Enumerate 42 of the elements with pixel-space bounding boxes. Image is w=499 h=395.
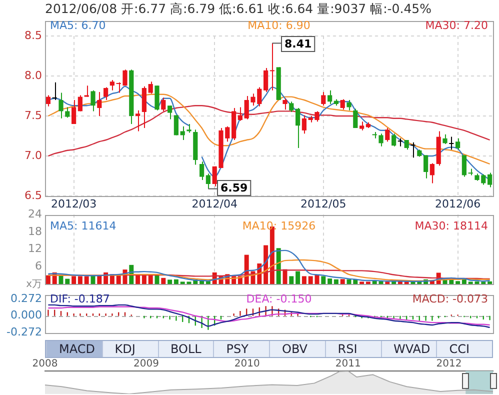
x-tick-label: 2012/06 <box>434 197 481 210</box>
text: MA30: 7.20 <box>425 18 488 32</box>
x-tick-label: 2012 <box>436 358 462 370</box>
annotation: 6.59 <box>220 181 248 194</box>
y-axis-title: x万 <box>26 279 42 290</box>
y-tick-label: 0.272 <box>10 292 42 306</box>
x-tick-label: 2010 <box>234 358 260 370</box>
text: MACD <box>46 341 102 357</box>
text: MA5: 6.70 <box>50 18 106 32</box>
y-tick-label: 6.5 <box>24 188 42 202</box>
text: RSI <box>324 341 380 357</box>
text: OBV <box>269 341 325 357</box>
y-tick-label: 18 <box>28 224 42 238</box>
text: CCI <box>436 341 492 357</box>
y-tick-label: 12 <box>28 242 42 256</box>
y-tick-label: 6 <box>35 260 42 273</box>
text: MA10: 15926 <box>242 219 316 232</box>
y-tick-label: 8.0 <box>24 68 42 82</box>
text: WVAD <box>380 341 436 357</box>
y-tick-label: 8.5 <box>24 28 42 42</box>
x-tick-label: 2008 <box>32 358 58 370</box>
text: MA30: 18114 <box>414 219 488 232</box>
text: KDJ <box>102 341 158 357</box>
y-tick-label: -0.272 <box>6 325 42 338</box>
x-tick-label: 2009 <box>133 358 159 370</box>
series-label: DIF: -0.187 <box>50 292 110 306</box>
x-tick-label: 2012/04 <box>192 197 238 210</box>
x-tick-label: 2012/05 <box>300 197 346 210</box>
x-tick-label: 2012/03 <box>50 197 97 210</box>
series-label: MACD: -0.073 <box>412 292 488 306</box>
text: MA10: 6.90 <box>248 18 310 32</box>
text: BOLL <box>158 341 214 357</box>
x-tick-label: 2011 <box>335 358 361 370</box>
y-tick-label: 24 <box>28 207 42 220</box>
y-tick-label: 7.0 <box>24 148 42 162</box>
text: PSY <box>213 341 269 357</box>
annotation: 8.41 <box>284 37 312 50</box>
text: MA5: 11614 <box>50 219 116 232</box>
chart-title: 2012/06/08 开:6.77 高:6.79 低:6.61 收:6.64 量:9037 幅:-0.45% <box>45 1 432 18</box>
y-tick-label: 0.000 <box>10 308 42 322</box>
series-label: DEA: -0.150 <box>246 292 312 306</box>
y-tick-label: 7.5 <box>24 108 42 122</box>
